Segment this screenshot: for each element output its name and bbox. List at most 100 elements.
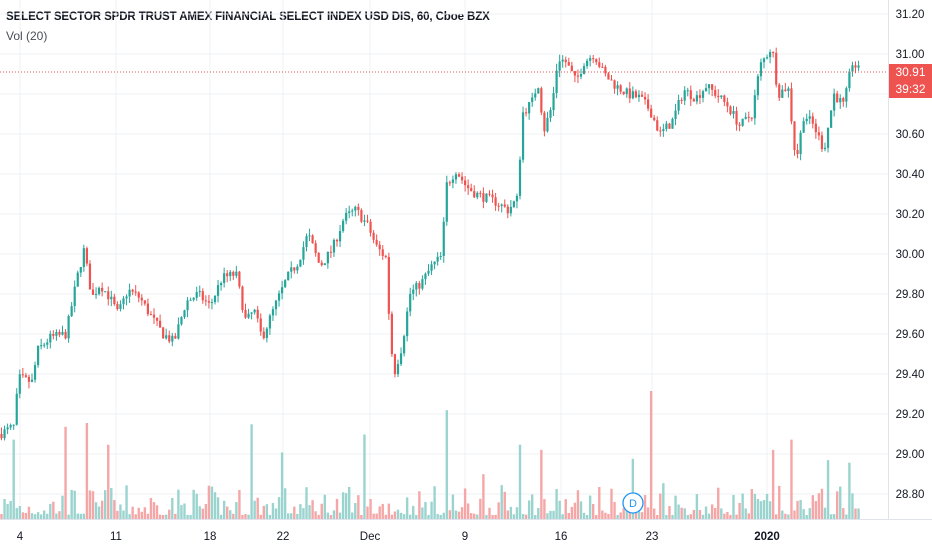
volume-bar (524, 514, 528, 519)
candle-body (744, 116, 747, 119)
candle-body (814, 123, 817, 133)
time-axis[interactable]: 4 11 18 22 Dec 9 16 23 2020 (17, 531, 780, 543)
candle-body (613, 80, 616, 89)
volume-bar (848, 462, 851, 519)
candle-body (479, 192, 482, 194)
volume-bar (817, 493, 821, 519)
candle-body (775, 52, 778, 85)
volume-bar (0, 514, 3, 519)
volume-bar (79, 513, 82, 519)
volume-bar (100, 500, 104, 519)
candle-body (561, 59, 564, 62)
volume-bar (836, 491, 839, 519)
volume-bar (845, 514, 848, 519)
candle-body (656, 120, 659, 131)
volume-bar (119, 504, 122, 519)
volume-bar (412, 505, 415, 519)
volume-bar (299, 504, 302, 519)
volume-bar (335, 498, 339, 519)
candle-body (52, 333, 55, 336)
volume-bar (747, 513, 750, 519)
volume-bar (24, 512, 28, 519)
dividend-marker-label: D (629, 498, 637, 510)
volume-bar (360, 514, 363, 519)
volume-bar (387, 503, 391, 519)
volume-bar (64, 426, 67, 519)
dividend-marker[interactable]: D (622, 492, 644, 514)
candle-body (396, 364, 400, 375)
volume-bar (67, 514, 70, 519)
volume-bar (482, 474, 485, 519)
time-tick-label: 2020 (754, 531, 780, 543)
candle-body (460, 176, 464, 181)
volume-bar (247, 514, 250, 519)
price-tick-label: 30.00 (896, 249, 925, 261)
price-tick-label: 31.20 (896, 9, 925, 21)
volume-bar (640, 512, 644, 519)
candle-body (183, 310, 186, 318)
volume-bar (305, 487, 308, 519)
candle-body (372, 232, 375, 240)
volume-bar (30, 513, 34, 519)
candle-body (220, 283, 223, 286)
volume-bar (787, 514, 790, 519)
volume-bar (466, 503, 470, 519)
candle-body (714, 89, 717, 96)
volume-bar (277, 497, 281, 519)
candle-body (509, 206, 512, 214)
candle-body (82, 248, 85, 268)
candle-body (177, 324, 180, 339)
volume-bar (823, 507, 827, 519)
candle-body (384, 255, 387, 258)
volume-bar (811, 495, 814, 519)
volume-bar (290, 513, 293, 519)
volume-bar (826, 460, 830, 519)
volume-bar (52, 501, 55, 519)
volume-bar (332, 510, 336, 519)
volume-bar (531, 494, 534, 519)
candle-body (601, 66, 604, 68)
candle-body (637, 94, 641, 98)
volume-bar (436, 513, 439, 519)
price-axis[interactable]: 31.2031.0030.8030.6030.4030.2030.0029.80… (896, 9, 925, 501)
candle-body (723, 95, 726, 102)
candle-body (750, 117, 753, 119)
volume-bar (497, 502, 500, 519)
volume-bar (735, 514, 738, 519)
volume-bar (323, 494, 326, 519)
candle-body (290, 267, 293, 272)
candle-body (729, 106, 732, 114)
candle-body (195, 292, 198, 298)
candle-body (589, 58, 592, 61)
candle-body (189, 299, 192, 301)
volume-bar (595, 514, 598, 519)
candle-body (787, 88, 790, 92)
candle-body (113, 296, 116, 305)
volume-bar (717, 487, 720, 519)
candle-body (811, 116, 814, 124)
volume-bar (399, 512, 403, 519)
volume-bar (235, 502, 238, 519)
volume-bar (503, 491, 506, 519)
volume-bar (433, 486, 436, 519)
volume-bar (122, 510, 125, 519)
candle-body (403, 336, 406, 354)
candle-body (317, 252, 320, 263)
volume-bar (570, 506, 574, 519)
candle-body (162, 327, 165, 339)
candle-body (628, 88, 631, 99)
volume-bar (610, 488, 613, 519)
candle-body (421, 279, 424, 289)
volume-bar (344, 493, 348, 519)
candle-body (207, 301, 210, 303)
volume-bar (329, 514, 333, 519)
candle-body (122, 298, 125, 305)
volume-bar (274, 508, 278, 519)
volume-bar (177, 489, 180, 519)
volume-bar (762, 500, 766, 519)
volume-bar (384, 514, 387, 519)
candle-body (415, 283, 418, 290)
candle-body (393, 354, 397, 375)
volume-bar (134, 514, 137, 519)
